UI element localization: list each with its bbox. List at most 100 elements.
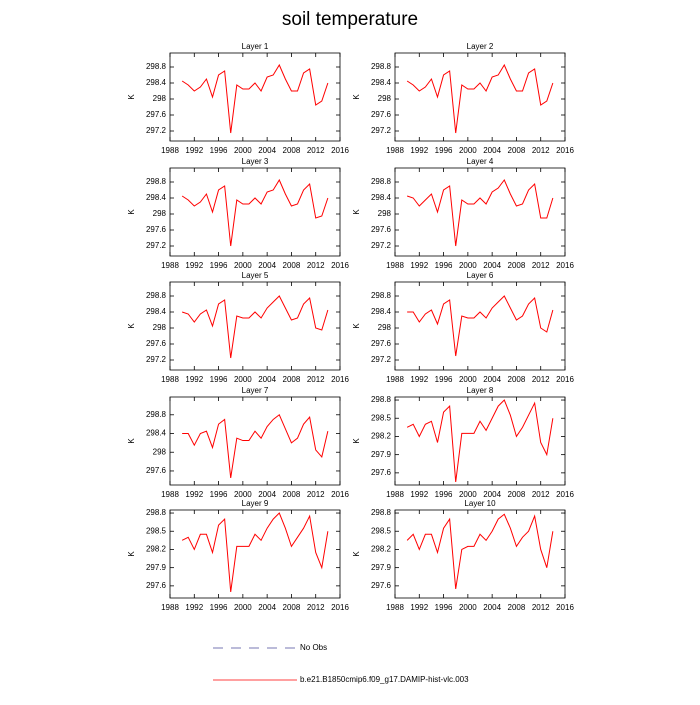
- plot-frame: [394, 52, 566, 142]
- y-tick-label: 298.8: [371, 291, 392, 300]
- x-tick-label: 2004: [483, 146, 501, 155]
- subplot-title: Layer 9: [242, 499, 269, 508]
- x-tick-label: 2000: [459, 261, 477, 270]
- x-tick-label: 2004: [258, 603, 276, 612]
- y-tick-label: 298.2: [371, 432, 392, 441]
- y-tick-label: 297.6: [371, 581, 392, 590]
- x-tick-label: 2000: [459, 146, 477, 155]
- y-tick-label: 298.4: [146, 307, 167, 316]
- y-tick-label: 297.9: [146, 563, 167, 572]
- y-tick-label: 298: [378, 323, 392, 332]
- y-axis-label: K: [127, 438, 136, 444]
- y-tick-label: 298.5: [146, 526, 167, 535]
- x-tick-label: 1992: [410, 490, 428, 499]
- x-tick-label: 1992: [185, 261, 203, 270]
- figure-title: soil temperature: [282, 9, 418, 30]
- x-tick-label: 2016: [331, 146, 349, 155]
- x-tick-label: 2000: [459, 490, 477, 499]
- data-line: [406, 179, 554, 247]
- y-tick-label: 297.2: [146, 126, 167, 135]
- data-line: [182, 414, 329, 479]
- plot-frame: [394, 509, 566, 599]
- x-tick-label: 2012: [307, 146, 325, 155]
- x-tick-label: 2016: [556, 146, 574, 155]
- y-tick-label: 298.8: [146, 508, 167, 517]
- x-tick-label: 2004: [483, 261, 501, 270]
- subplot-title: Layer 3: [242, 157, 269, 166]
- y-tick-label: 297.6: [146, 581, 167, 590]
- y-tick-label: 298.8: [146, 291, 167, 300]
- data-line: [181, 63, 329, 134]
- y-tick-label: 298.2: [371, 545, 392, 554]
- y-tick-label: 298.8: [146, 177, 167, 186]
- plot-frame: [169, 52, 341, 142]
- x-tick-label: 1992: [185, 146, 203, 155]
- plot-frame: [169, 509, 341, 599]
- subplot-title: Layer 4: [467, 157, 494, 166]
- x-tick-label: 1996: [435, 490, 453, 499]
- y-tick-label: 297.2: [371, 126, 392, 135]
- x-tick-label: 2008: [508, 146, 526, 155]
- x-tick-label: 2004: [483, 603, 501, 612]
- x-tick-label: 2008: [508, 490, 526, 499]
- data-line: [407, 295, 554, 357]
- x-tick-label: 1996: [210, 603, 228, 612]
- x-tick-label: 2004: [258, 375, 276, 384]
- x-tick-label: 1988: [386, 146, 404, 155]
- subplot-title: Layer 6: [467, 271, 494, 280]
- y-tick-label: 298: [153, 323, 167, 332]
- x-tick-label: 2016: [556, 261, 574, 270]
- plot-frame: [169, 396, 341, 486]
- y-tick-label: 298.8: [371, 395, 392, 404]
- data-line: [181, 178, 329, 247]
- x-tick-label: 1996: [210, 261, 228, 270]
- subplot-title: Layer 7: [242, 386, 269, 395]
- plot-frame: [169, 281, 341, 371]
- y-tick-label: 298.4: [146, 78, 167, 87]
- x-tick-label: 1996: [435, 603, 453, 612]
- plot-frame: [169, 167, 341, 257]
- x-tick-label: 1988: [161, 146, 179, 155]
- y-axis-label: K: [127, 551, 136, 557]
- x-tick-label: 1992: [185, 490, 203, 499]
- x-tick-label: 2008: [508, 603, 526, 612]
- y-tick-label: 297.6: [371, 225, 392, 234]
- x-tick-label: 2012: [307, 490, 325, 499]
- y-axis-label: K: [352, 551, 361, 557]
- y-axis-label: K: [352, 209, 361, 215]
- x-tick-label: 2008: [283, 375, 301, 384]
- x-tick-label: 2012: [307, 603, 325, 612]
- x-tick-label: 1996: [210, 490, 228, 499]
- x-tick-label: 2012: [532, 146, 550, 155]
- subplot-title: Layer 10: [464, 499, 496, 508]
- plot-frame: [394, 396, 566, 486]
- x-tick-label: 1988: [161, 490, 179, 499]
- y-tick-label: 298.2: [146, 545, 167, 554]
- y-tick-label: 298: [378, 94, 392, 103]
- y-tick-label: 297.6: [146, 225, 167, 234]
- x-tick-label: 1988: [161, 261, 179, 270]
- y-axis-label: K: [352, 438, 361, 444]
- x-tick-label: 2016: [556, 490, 574, 499]
- y-tick-label: 297.2: [146, 355, 167, 364]
- y-tick-label: 297.2: [146, 241, 167, 250]
- subplot-title: Layer 1: [242, 42, 269, 51]
- subplot-title: Layer 2: [467, 42, 494, 51]
- x-tick-label: 2000: [234, 490, 252, 499]
- x-tick-label: 1988: [386, 490, 404, 499]
- x-tick-label: 1992: [410, 261, 428, 270]
- x-tick-label: 2016: [331, 603, 349, 612]
- y-tick-label: 297.6: [371, 110, 392, 119]
- x-tick-label: 1996: [435, 146, 453, 155]
- y-axis-label: K: [352, 94, 361, 100]
- legend-label: b.e21.B1850cmip6.f09_g17.DAMIP-hist-vlc.…: [300, 675, 469, 684]
- x-tick-label: 2012: [532, 375, 550, 384]
- x-tick-label: 1992: [410, 603, 428, 612]
- x-tick-label: 2004: [258, 146, 276, 155]
- plot-frame: [394, 167, 566, 257]
- x-tick-label: 2000: [234, 603, 252, 612]
- y-tick-label: 298.5: [371, 413, 392, 422]
- subplot-title: Layer 8: [467, 386, 494, 395]
- x-tick-label: 2012: [307, 375, 325, 384]
